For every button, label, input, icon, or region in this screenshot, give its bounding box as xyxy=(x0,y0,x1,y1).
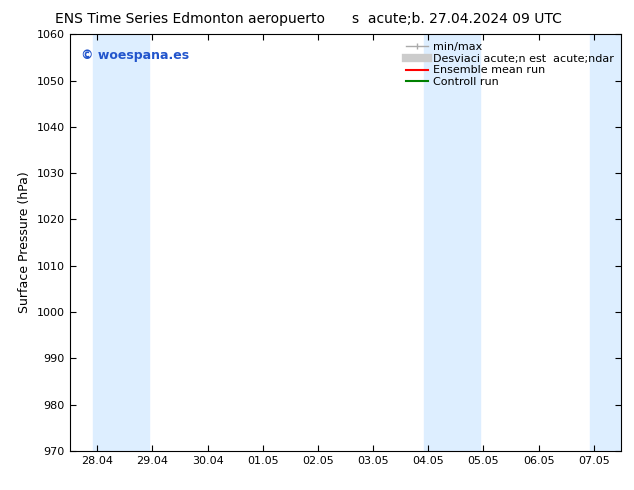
Legend: min/max, Desviaci acute;n est  acute;ndar, Ensemble mean run, Controll run: min/max, Desviaci acute;n est acute;ndar… xyxy=(404,40,616,89)
Y-axis label: Surface Pressure (hPa): Surface Pressure (hPa) xyxy=(18,172,31,314)
Text: ENS Time Series Edmonton aeropuerto: ENS Time Series Edmonton aeropuerto xyxy=(55,12,325,26)
Text: © woespana.es: © woespana.es xyxy=(81,49,189,62)
Bar xyxy=(424,34,479,451)
Bar xyxy=(93,34,148,451)
Bar xyxy=(590,34,621,451)
Text: s  acute;b. 27.04.2024 09 UTC: s acute;b. 27.04.2024 09 UTC xyxy=(351,12,562,26)
